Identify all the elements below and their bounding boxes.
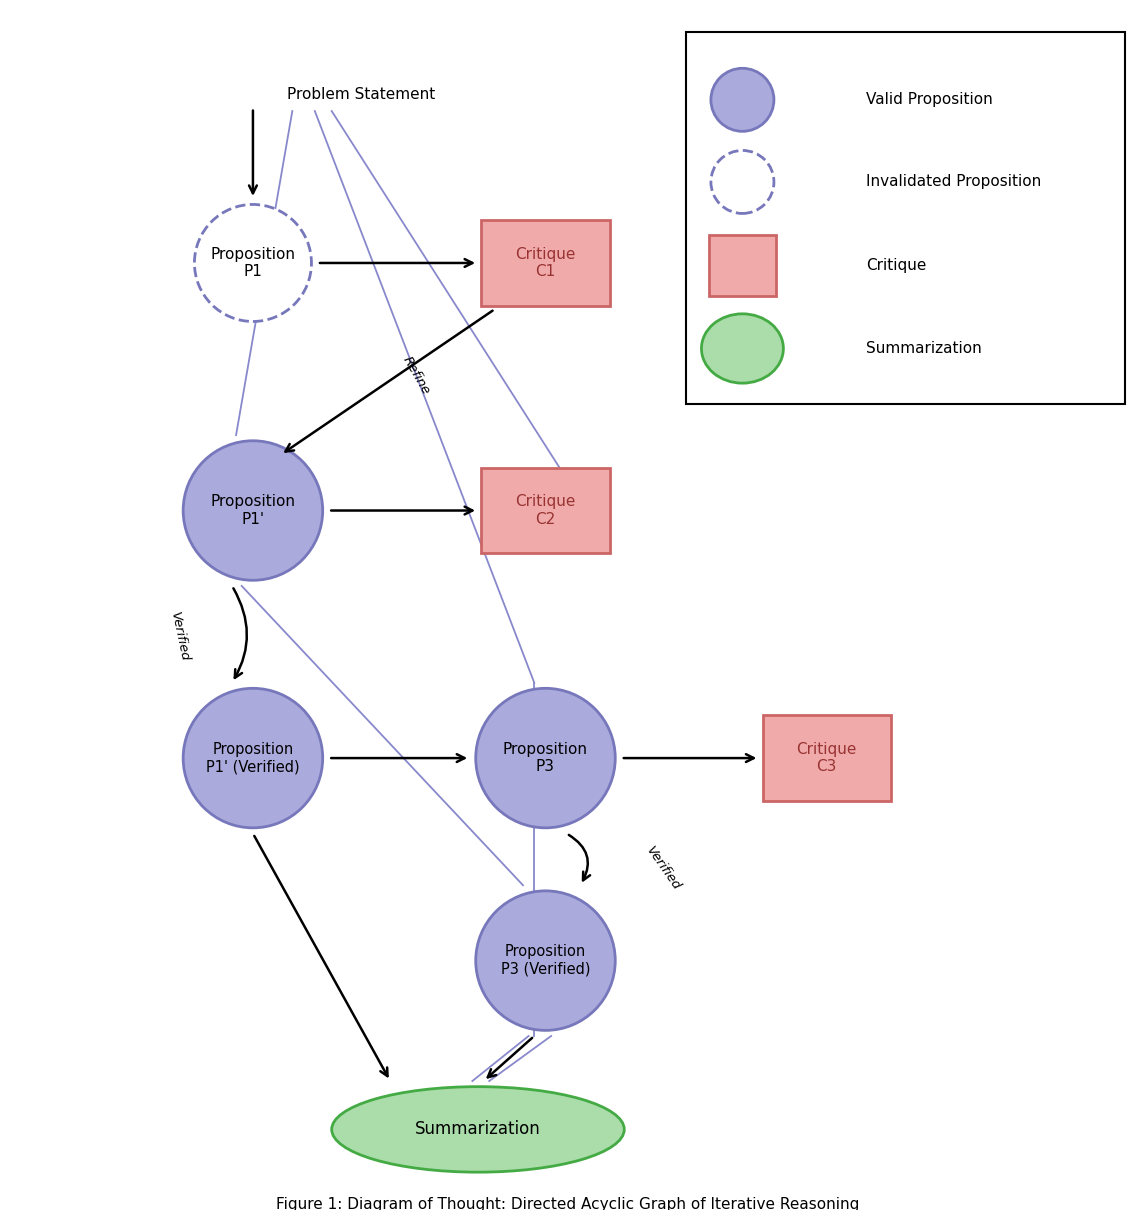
- Circle shape: [476, 688, 616, 828]
- Text: Proposition
P1': Proposition P1': [210, 495, 295, 526]
- Text: Verified: Verified: [644, 845, 684, 893]
- Circle shape: [183, 440, 323, 581]
- Circle shape: [183, 688, 323, 828]
- Ellipse shape: [332, 1087, 625, 1172]
- Text: Invalidated Proposition: Invalidated Proposition: [866, 174, 1042, 190]
- Text: Proposition
P3: Proposition P3: [503, 742, 588, 774]
- Text: Verified: Verified: [168, 611, 191, 663]
- Text: Critique
C1: Critique C1: [516, 247, 576, 280]
- Text: Proposition
P3 (Verified): Proposition P3 (Verified): [501, 945, 591, 976]
- Text: Critique
C2: Critique C2: [516, 495, 576, 526]
- Circle shape: [476, 891, 616, 1031]
- Circle shape: [711, 68, 774, 132]
- FancyBboxPatch shape: [482, 220, 610, 306]
- Text: Critique
C3: Critique C3: [796, 742, 857, 774]
- FancyBboxPatch shape: [709, 235, 776, 295]
- Circle shape: [711, 150, 774, 213]
- Ellipse shape: [701, 313, 784, 384]
- Text: Critique: Critique: [866, 258, 927, 272]
- Text: Problem Statement: Problem Statement: [286, 87, 435, 102]
- Text: Summarization: Summarization: [415, 1120, 541, 1139]
- Text: Proposition
P1: Proposition P1: [210, 247, 295, 280]
- Text: Figure 1: Diagram of Thought: Directed Acyclic Graph of Iterative Reasoning: Figure 1: Diagram of Thought: Directed A…: [276, 1197, 860, 1210]
- FancyBboxPatch shape: [762, 715, 891, 801]
- Text: Refine: Refine: [400, 355, 433, 397]
- Text: Summarization: Summarization: [866, 341, 982, 356]
- Text: Valid Proposition: Valid Proposition: [866, 92, 993, 108]
- FancyBboxPatch shape: [482, 468, 610, 553]
- Text: Proposition
P1' (Verified): Proposition P1' (Verified): [206, 742, 300, 774]
- Circle shape: [194, 204, 311, 322]
- FancyBboxPatch shape: [686, 33, 1125, 404]
